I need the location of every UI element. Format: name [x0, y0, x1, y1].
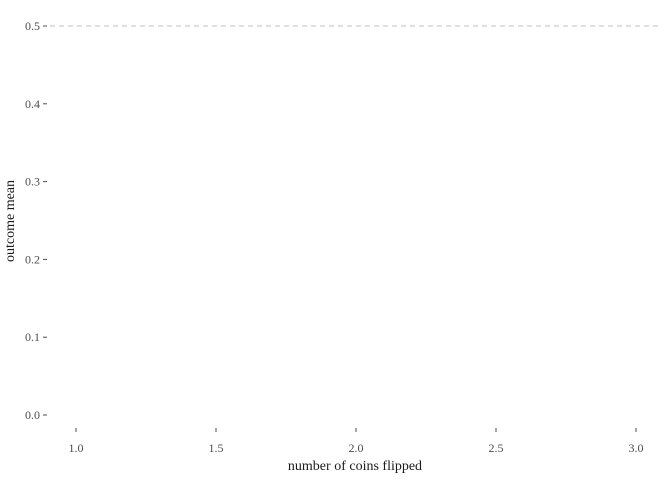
y-tick-label: 0.4	[25, 97, 40, 111]
x-tick-label: 1.0	[69, 441, 84, 455]
x-tick-label: 2.5	[489, 441, 504, 455]
y-tick-label: 0.3	[25, 175, 40, 189]
x-tick-label: 1.5	[209, 441, 224, 455]
y-tick-label: 0.5	[25, 19, 40, 33]
y-tick-label: 0.0	[25, 408, 40, 422]
x-axis-title: number of coins flipped	[288, 459, 422, 474]
x-tick-label: 3.0	[629, 441, 644, 455]
x-tick-label: 2.0	[349, 441, 364, 455]
y-tick-label: 0.1	[25, 330, 40, 344]
y-axis: 0.0 0.1 0.2 0.3 0.4 0.5	[25, 19, 47, 422]
y-tick-label: 0.2	[25, 252, 40, 266]
x-axis: 1.0 1.5 2.0 2.5 3.0	[69, 428, 644, 455]
y-axis-title: outcome mean	[3, 180, 18, 262]
